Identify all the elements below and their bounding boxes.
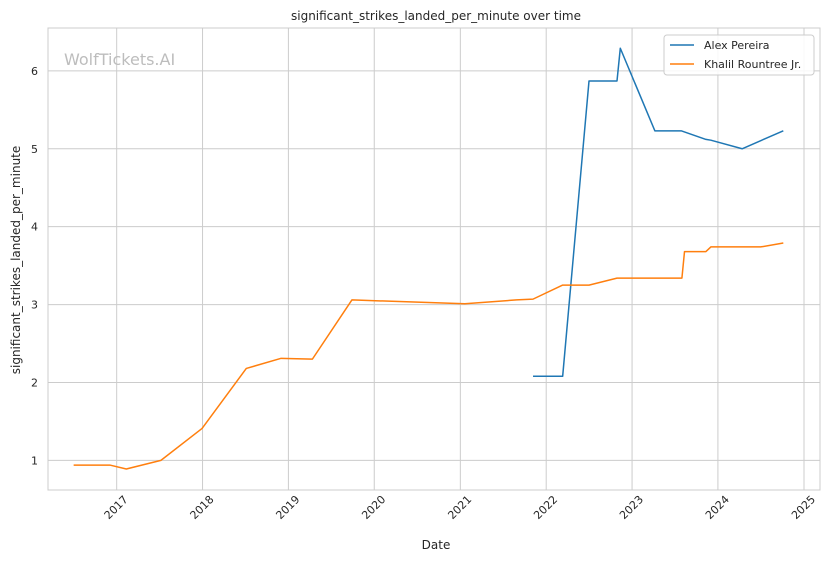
y-tick-label: 4 bbox=[31, 221, 38, 234]
y-axis-title: significant_strikes_landed_per_minute bbox=[9, 146, 23, 375]
grid bbox=[48, 28, 820, 490]
x-axis-title: Date bbox=[422, 538, 451, 552]
series-line-alex-pereira bbox=[533, 47, 784, 377]
y-tick-label: 2 bbox=[31, 376, 38, 389]
y-tick-label: 6 bbox=[31, 65, 38, 78]
y-tick-label: 3 bbox=[31, 299, 38, 312]
chart-title: significant_strikes_landed_per_minute ov… bbox=[291, 9, 581, 23]
y-tick-label: 1 bbox=[31, 454, 38, 467]
legend: Alex Pereira Khalil Rountree Jr. bbox=[663, 34, 815, 76]
series-line-khalil-rountree-jr bbox=[73, 242, 784, 470]
plot-frame bbox=[47, 27, 821, 491]
legend-box bbox=[663, 34, 815, 76]
y-tick-label: 5 bbox=[31, 143, 38, 156]
series-lines bbox=[73, 47, 784, 470]
legend-label-alex-pereira: Alex Pereira bbox=[704, 39, 770, 52]
legend-label-khalil-rountree-jr: Khalil Rountree Jr. bbox=[704, 58, 801, 71]
watermark: WolfTickets.AI bbox=[64, 50, 175, 69]
